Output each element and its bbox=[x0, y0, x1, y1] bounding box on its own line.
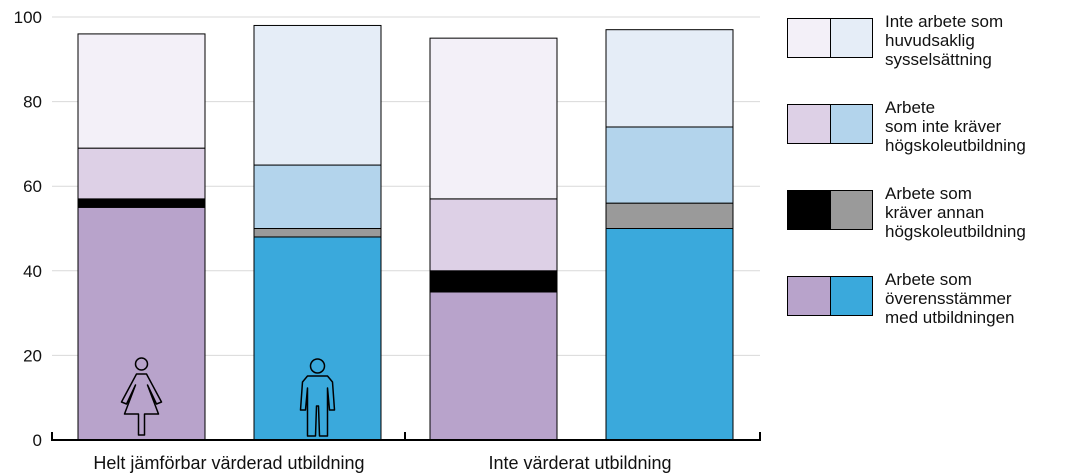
bar-segment bbox=[429, 270, 558, 293]
legend-label: Arbete som inte kräver högskoleutbildnin… bbox=[885, 98, 1026, 155]
y-tick-label: 20 bbox=[23, 346, 42, 365]
legend-swatch-men bbox=[829, 105, 872, 143]
legend-swatch-women bbox=[788, 191, 830, 229]
bar-segment bbox=[77, 147, 206, 200]
legend-swatch-men bbox=[829, 191, 872, 229]
bar-segment bbox=[253, 164, 382, 230]
x-axis bbox=[51, 432, 761, 441]
legend-label: Arbete som överensstämmer med utbildning… bbox=[885, 270, 1015, 327]
legend-item: Inte arbete som huvudsaklig sysselsättni… bbox=[787, 12, 1067, 92]
bar-segment bbox=[253, 24, 382, 166]
bar-segment bbox=[253, 228, 382, 238]
legend-item: Arbete som överensstämmer med utbildning… bbox=[787, 270, 1067, 350]
y-axis-ticks: 0 20 40 60 80 100 bbox=[14, 8, 42, 450]
y-tick-label: 100 bbox=[14, 8, 42, 27]
legend-swatch-men bbox=[829, 19, 872, 57]
y-tick-label: 80 bbox=[23, 93, 42, 112]
legend-swatch bbox=[787, 276, 873, 316]
bar-segment bbox=[429, 291, 558, 441]
person-icons bbox=[120, 357, 336, 437]
legend-swatch bbox=[787, 18, 873, 58]
legend-swatch-women bbox=[788, 277, 830, 315]
x-axis-labels: Helt jämförbar värderad utbildning Inte v… bbox=[93, 453, 671, 473]
bar-segment bbox=[605, 228, 734, 441]
bar-segment bbox=[77, 198, 206, 208]
bar-segment bbox=[605, 126, 734, 204]
y-tick-label: 40 bbox=[23, 262, 42, 281]
bar-segment bbox=[605, 29, 734, 128]
man-icon bbox=[299, 358, 336, 437]
legend-label: Inte arbete som huvudsaklig sysselsättni… bbox=[885, 12, 1004, 69]
legend-label: Arbete som kräver annan högskoleutbildni… bbox=[885, 184, 1026, 241]
bar-segment bbox=[605, 202, 734, 229]
y-tick-label: 0 bbox=[33, 431, 42, 450]
legend-swatch bbox=[787, 104, 873, 144]
legend-item: Arbete som kräver annan högskoleutbildni… bbox=[787, 184, 1067, 264]
legend-swatch-women bbox=[788, 105, 830, 143]
bar-segment bbox=[429, 37, 558, 200]
bar-segment bbox=[253, 236, 382, 441]
x-group-label: Inte värderat utbildning bbox=[488, 453, 671, 473]
bar-segment bbox=[429, 198, 558, 272]
legend-swatch-women bbox=[788, 19, 830, 57]
x-group-label: Helt jämförbar värderad utbildning bbox=[93, 453, 364, 473]
y-tick-label: 60 bbox=[23, 177, 42, 196]
woman-icon bbox=[120, 357, 163, 436]
legend-swatch-men bbox=[829, 277, 872, 315]
chart: 0 20 40 60 80 100 Helt jämförbar värderad utb… bbox=[14, 8, 761, 473]
legend-swatch bbox=[787, 190, 873, 230]
legend-item: Arbete som inte kräver högskoleutbildnin… bbox=[787, 98, 1067, 178]
bar-segment bbox=[77, 206, 206, 441]
bar-segment bbox=[77, 33, 206, 149]
bars bbox=[77, 24, 734, 441]
